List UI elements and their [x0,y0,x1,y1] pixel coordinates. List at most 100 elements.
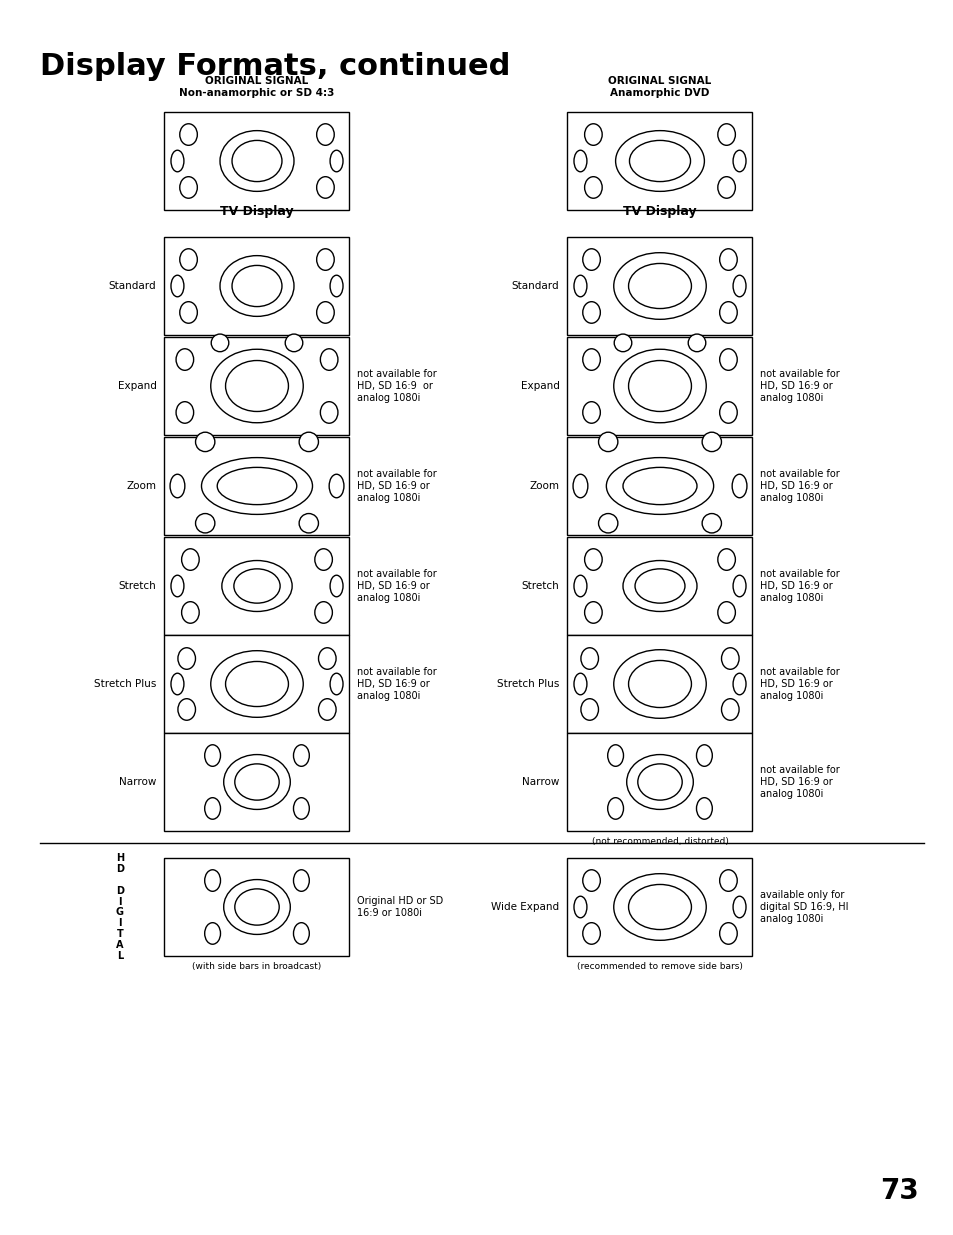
Ellipse shape [732,151,745,172]
Ellipse shape [732,275,745,296]
Ellipse shape [574,673,586,695]
Ellipse shape [320,401,337,424]
Ellipse shape [330,275,343,296]
Ellipse shape [732,897,745,918]
Bar [567,858,752,956]
Text: TV Display: TV Display [622,205,696,219]
Text: (not recommended, distorted): (not recommended, distorted) [189,341,325,350]
Text: not available for
HD, SD 16:9 or
analog 1080i: not available for HD, SD 16:9 or analog … [760,766,840,799]
Ellipse shape [171,151,184,172]
Ellipse shape [622,561,697,611]
Ellipse shape [719,301,737,324]
Ellipse shape [606,458,713,515]
Text: not available for
HD, SD 16:9 or
analog 1080i: not available for HD, SD 16:9 or analog … [760,369,840,403]
Text: not available for
HD, SD 16:9 or
analog 1080i: not available for HD, SD 16:9 or analog … [357,667,436,700]
Ellipse shape [211,333,229,352]
Ellipse shape [607,798,623,819]
Bar [313,858,349,956]
Ellipse shape [211,651,303,718]
Ellipse shape [205,745,220,767]
Text: not available for
HD, SD 16:9  or
analog 1080i: not available for HD, SD 16:9 or analog … [357,369,436,403]
Text: (recommended for standard broadcast): (recommended for standard broadcast) [168,739,346,748]
Text: not available for
HD, SD 16:9 or
analog 1080i: not available for HD, SD 16:9 or analog … [760,469,840,503]
Ellipse shape [179,124,197,146]
Ellipse shape [234,764,279,800]
Ellipse shape [622,467,697,505]
Ellipse shape [582,923,599,945]
Ellipse shape [598,432,618,452]
Ellipse shape [701,432,720,452]
Text: (not recommended, distorted): (not recommended, distorted) [591,441,728,450]
Ellipse shape [294,923,309,945]
Text: Stretch: Stretch [521,580,558,592]
Ellipse shape [574,897,586,918]
Text: ORIGINAL SIGNAL
Non-anamorphic or SD 4:3: ORIGINAL SIGNAL Non-anamorphic or SD 4:3 [179,77,335,98]
Ellipse shape [732,576,745,597]
Text: TV Display: TV Display [220,205,294,219]
Ellipse shape [294,745,309,767]
Ellipse shape [176,401,193,424]
Ellipse shape [687,333,705,352]
Text: Narrow: Narrow [521,777,558,787]
Text: Stretch Plus: Stretch Plus [94,679,156,689]
Bar [164,237,349,335]
Ellipse shape [318,647,335,669]
Text: (not recommended, distorted): (not recommended, distorted) [591,641,728,650]
Text: (recommended for letterboxed): (recommended for letterboxed) [185,441,328,450]
Ellipse shape [171,576,184,597]
Text: (with side bars in broadcast): (with side bars in broadcast) [193,962,321,971]
Bar [567,635,752,734]
Ellipse shape [598,514,618,534]
Ellipse shape [316,124,334,146]
Bar [313,734,349,831]
Text: (not recommended, distorted): (not recommended, distorted) [591,739,728,748]
Ellipse shape [717,548,735,571]
Ellipse shape [628,361,691,411]
Ellipse shape [225,361,288,411]
Bar [164,537,349,635]
Ellipse shape [717,177,735,199]
Ellipse shape [719,923,737,945]
Ellipse shape [294,869,309,892]
Ellipse shape [584,124,601,146]
Ellipse shape [201,458,313,515]
Ellipse shape [696,745,712,767]
Ellipse shape [628,263,691,309]
Ellipse shape [181,548,199,571]
Text: (recommended to remove side bars): (recommended to remove side bars) [577,962,742,971]
Text: Wide Expand: Wide Expand [491,902,558,911]
Bar [164,112,349,210]
Bar [164,734,201,831]
Bar [567,537,752,635]
Ellipse shape [223,879,290,935]
Ellipse shape [234,889,279,925]
Bar [164,858,349,956]
Text: Stretch: Stretch [118,580,156,592]
Ellipse shape [719,869,737,892]
Ellipse shape [582,301,599,324]
Ellipse shape [171,275,184,296]
Ellipse shape [220,256,294,316]
Text: Expand: Expand [520,382,558,391]
Ellipse shape [580,699,598,720]
Ellipse shape [170,474,185,498]
Ellipse shape [584,177,601,199]
Text: Stretch Plus: Stretch Plus [497,679,558,689]
Text: not available for
HD, SD 16:9 or
analog 1080i: not available for HD, SD 16:9 or analog … [357,569,436,603]
Text: Standard: Standard [512,282,558,291]
Ellipse shape [330,576,343,597]
Ellipse shape [580,647,598,669]
Ellipse shape [179,301,197,324]
Ellipse shape [607,745,623,767]
Ellipse shape [320,348,337,370]
Bar [164,734,349,831]
Ellipse shape [316,177,334,199]
Ellipse shape [717,601,735,624]
Bar [164,437,349,535]
Ellipse shape [720,699,739,720]
Ellipse shape [222,561,292,611]
Text: Narrow: Narrow [119,777,156,787]
Ellipse shape [613,253,705,320]
Ellipse shape [318,699,335,720]
Ellipse shape [233,569,280,603]
